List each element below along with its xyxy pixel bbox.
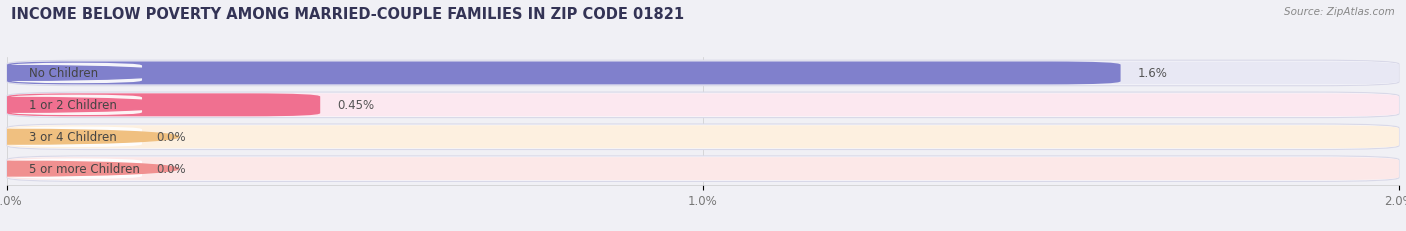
FancyBboxPatch shape [10,95,142,116]
Text: 3 or 4 Children: 3 or 4 Children [30,131,117,144]
FancyBboxPatch shape [7,158,1399,180]
FancyBboxPatch shape [7,125,1399,150]
Text: INCOME BELOW POVERTY AMONG MARRIED-COUPLE FAMILIES IN ZIP CODE 01821: INCOME BELOW POVERTY AMONG MARRIED-COUPL… [11,7,685,22]
Circle shape [0,66,179,81]
Text: 0.0%: 0.0% [156,131,186,144]
Text: 0.45%: 0.45% [337,99,375,112]
FancyBboxPatch shape [7,126,1399,149]
Text: Source: ZipAtlas.com: Source: ZipAtlas.com [1284,7,1395,17]
Text: 0.0%: 0.0% [156,162,186,175]
FancyBboxPatch shape [7,62,1399,85]
FancyBboxPatch shape [7,61,1399,86]
Circle shape [0,130,179,144]
Circle shape [0,98,179,113]
Text: 5 or more Children: 5 or more Children [30,162,141,175]
FancyBboxPatch shape [10,127,142,147]
FancyBboxPatch shape [7,62,1121,85]
FancyBboxPatch shape [7,94,1399,117]
Circle shape [0,162,179,176]
Text: 1.6%: 1.6% [1137,67,1168,80]
FancyBboxPatch shape [7,94,321,117]
FancyBboxPatch shape [7,156,1399,182]
FancyBboxPatch shape [7,93,1399,118]
Text: No Children: No Children [30,67,98,80]
Text: 1 or 2 Children: 1 or 2 Children [30,99,117,112]
FancyBboxPatch shape [10,64,142,84]
FancyBboxPatch shape [10,159,142,179]
